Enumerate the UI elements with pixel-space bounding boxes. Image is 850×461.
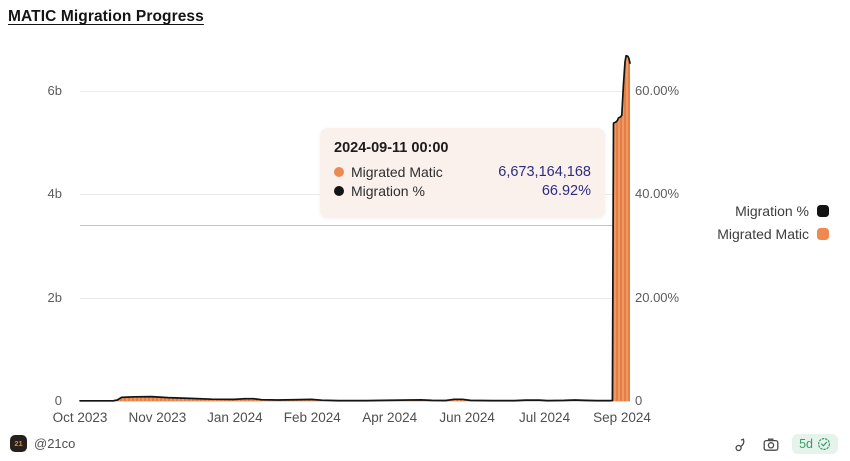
- legend-item-migrated-matic[interactable]: Migrated Matic: [717, 226, 829, 242]
- x-axis-tick: Nov 2023: [128, 410, 187, 425]
- tooltip-label: Migrated Matic: [351, 164, 443, 180]
- badge-label: 5d: [799, 437, 813, 451]
- fork-icon: [735, 438, 745, 451]
- left-axis-tick: 0: [54, 393, 62, 408]
- page-title: MATIC Migration Progress: [8, 8, 204, 25]
- x-axis-line: [80, 401, 630, 402]
- right-axis-tick: 60.00%: [635, 82, 680, 98]
- avatar: 21: [10, 435, 27, 452]
- left-axis-tick: 2b: [47, 289, 62, 305]
- x-axis-tick: Oct 2023: [52, 410, 108, 425]
- tooltip-date: 2024-09-11 00:00: [334, 140, 449, 156]
- migration-pct-dot-icon: [334, 186, 344, 196]
- x-axis-tick: Jan 2024: [207, 410, 263, 425]
- legend: Migration % Migrated Matic: [717, 203, 829, 242]
- migrated-matic-dot-icon: [334, 167, 344, 177]
- x-axis-tick: Apr 2024: [362, 410, 418, 425]
- plot-area[interactable]: [80, 45, 630, 401]
- x-axis-tick: Jun 2024: [439, 410, 495, 425]
- tooltip-row: Migration % 66.92%: [334, 183, 591, 199]
- legend-label: Migration %: [735, 203, 809, 219]
- camera-icon: [763, 438, 779, 451]
- legend-item-migration-pct[interactable]: Migration %: [735, 203, 829, 219]
- legend-label: Migrated Matic: [717, 226, 809, 242]
- footer-actions: 5d: [732, 434, 838, 454]
- right-axis-tick: 20.00%: [635, 289, 680, 305]
- footer-author[interactable]: 21 @21co: [10, 435, 75, 452]
- tooltip: 2024-09-11 00:00 Migrated Matic 6,673,16…: [320, 128, 605, 218]
- tooltip-value: 66.92%: [541, 183, 591, 199]
- migrated-matic-swatch-icon: [817, 228, 829, 240]
- fork-button[interactable]: [732, 435, 750, 453]
- x-axis-tick: Sep 2024: [593, 410, 651, 425]
- left-axis-tick: 4b: [47, 186, 62, 201]
- right-axis-tick: 0: [635, 393, 643, 408]
- tooltip-row: Migrated Matic 6,673,164,168: [334, 164, 591, 180]
- right-axis-tick: 40.00%: [635, 186, 680, 201]
- verified-check-icon: [817, 437, 831, 451]
- author-handle: @21co: [34, 436, 76, 451]
- screenshot-button[interactable]: [762, 435, 780, 453]
- left-axis-tick: 6b: [47, 82, 62, 98]
- x-axis-tick: Feb 2024: [283, 410, 341, 425]
- freshness-badge[interactable]: 5d: [792, 434, 838, 454]
- x-axis-tick: Jul 2024: [519, 410, 571, 425]
- migration-pct-swatch-icon: [817, 205, 829, 217]
- tooltip-label: Migration %: [351, 183, 425, 199]
- tooltip-value: 6,673,164,168: [498, 164, 591, 180]
